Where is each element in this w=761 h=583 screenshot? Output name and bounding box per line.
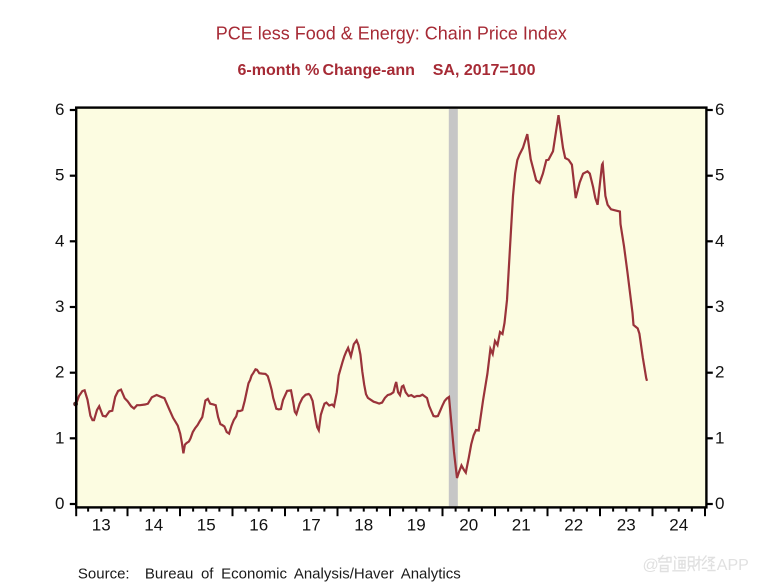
svg-text:16: 16: [249, 516, 268, 535]
svg-text:14: 14: [144, 516, 163, 535]
svg-text:3: 3: [55, 297, 64, 316]
svg-text:22: 22: [564, 516, 583, 535]
svg-text:6: 6: [55, 100, 64, 119]
svg-text:5: 5: [55, 166, 64, 185]
svg-text:PCE less Food & Energy: Chain: PCE less Food & Energy: Chain Price Inde…: [216, 23, 567, 43]
svg-text:1: 1: [55, 428, 64, 447]
svg-text:APP: APP: [717, 557, 749, 574]
svg-text:2: 2: [55, 363, 64, 382]
svg-text:6: 6: [715, 100, 724, 119]
svg-text:Source: Bureau of Economic An: Source: Bureau of Economic Analysis/Have…: [78, 566, 461, 583]
svg-text:6-month % Change-ann SA, 20: 6-month % Change-ann SA, 2017=100: [238, 62, 536, 79]
svg-text:5: 5: [715, 166, 724, 185]
svg-text:15: 15: [197, 516, 216, 535]
svg-text:2: 2: [715, 363, 724, 382]
svg-text:0: 0: [55, 494, 64, 513]
svg-text:1: 1: [715, 428, 724, 447]
svg-text:21: 21: [512, 516, 531, 535]
svg-text:4: 4: [55, 231, 64, 250]
svg-text:4: 4: [715, 231, 724, 250]
svg-text:23: 23: [617, 516, 636, 535]
svg-text:3: 3: [715, 297, 724, 316]
svg-text:19: 19: [407, 516, 426, 535]
svg-text:0: 0: [715, 494, 724, 513]
svg-text:18: 18: [354, 516, 373, 535]
svg-text:24: 24: [669, 516, 688, 535]
svg-text:20: 20: [459, 516, 478, 535]
svg-text:13: 13: [92, 516, 111, 535]
svg-text:17: 17: [302, 516, 321, 535]
svg-text:@: @: [643, 557, 659, 574]
